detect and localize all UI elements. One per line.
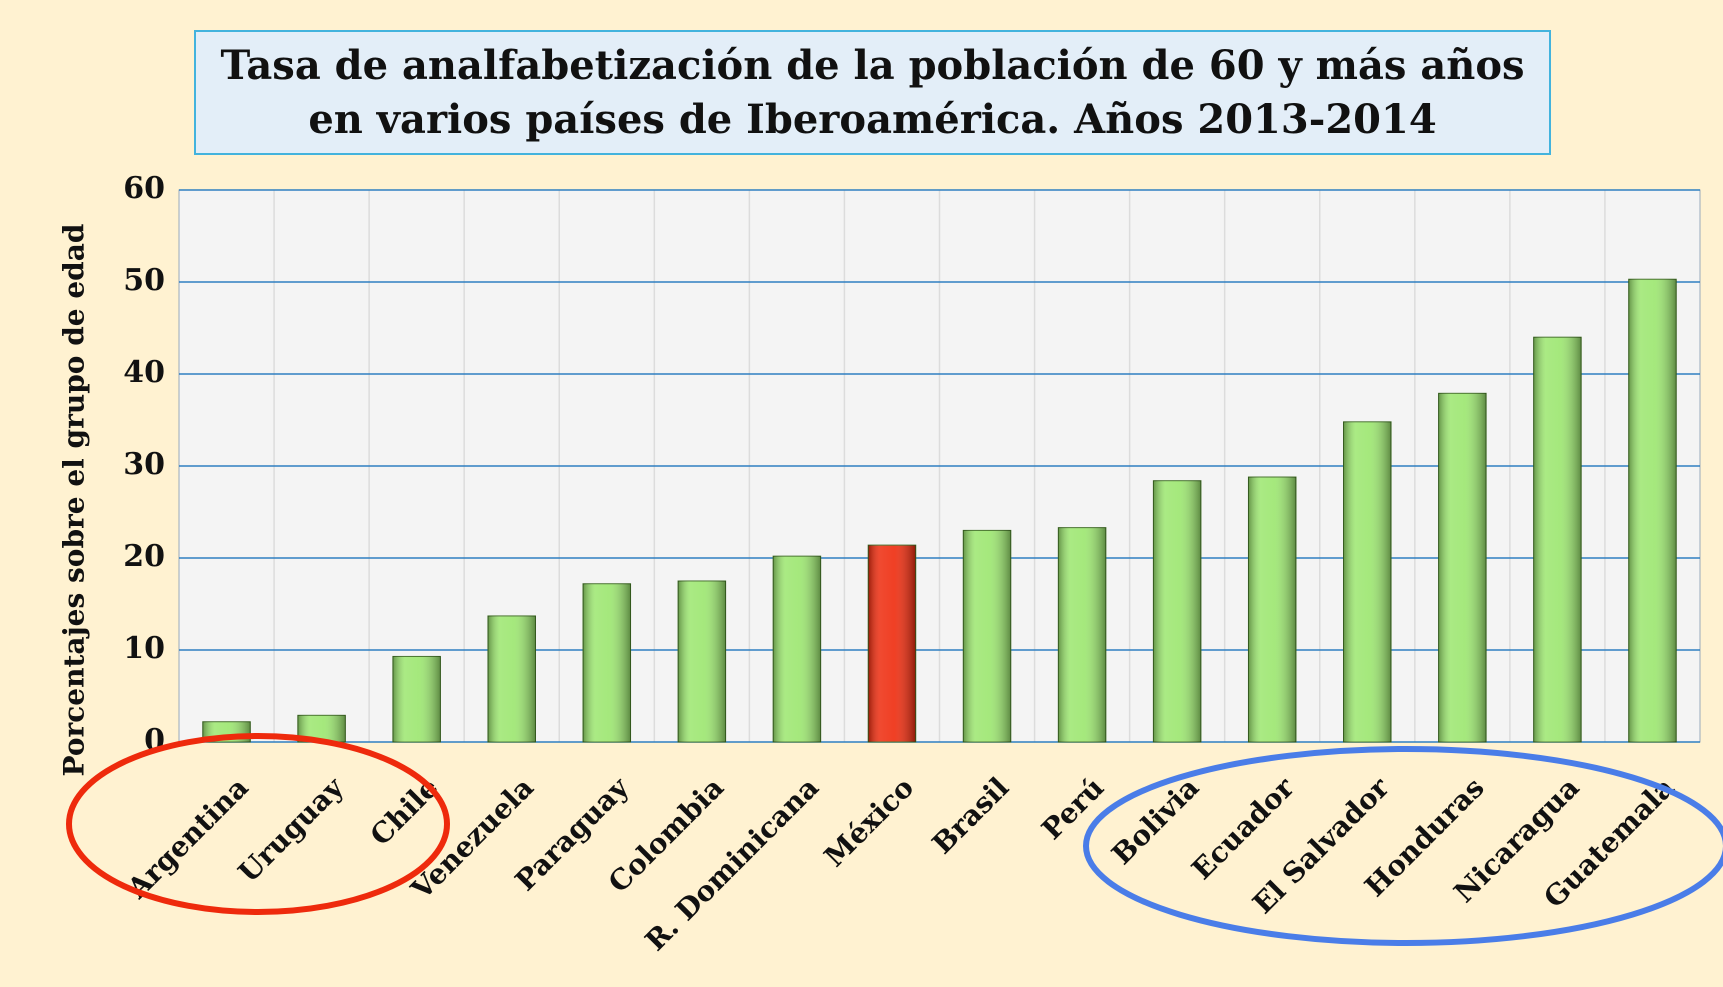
bar: [1343, 421, 1392, 743]
y-axis-label: Porcentajes sobre el grupo de edad: [58, 224, 91, 777]
bar: [582, 583, 632, 743]
chart-title: Tasa de analfabetización de la población…: [220, 41, 1525, 143]
title-wrap: Tasa de analfabetización de la población…: [220, 41, 1525, 143]
red-ellipse: [66, 733, 450, 915]
y-tick-label: 40: [123, 355, 165, 390]
blue-ellipse: [1083, 746, 1723, 946]
bar: [1628, 278, 1677, 743]
y-tick-label: 30: [123, 447, 165, 482]
bar: [772, 555, 822, 743]
y-tick-label: 50: [123, 263, 165, 298]
y-tick-label: 10: [123, 631, 165, 666]
title-box: [194, 30, 1551, 155]
bar: [677, 580, 727, 743]
bar: [487, 615, 536, 743]
bar: [1533, 336, 1582, 743]
y-tick-label: 20: [123, 539, 165, 574]
bar: [1057, 527, 1107, 743]
bar: [1152, 480, 1202, 743]
bar: [1247, 476, 1297, 743]
bar: [867, 544, 917, 743]
y-tick-label: 60: [123, 171, 165, 206]
bar: [962, 529, 1012, 743]
bar: [1438, 392, 1487, 743]
bar: [392, 655, 441, 743]
